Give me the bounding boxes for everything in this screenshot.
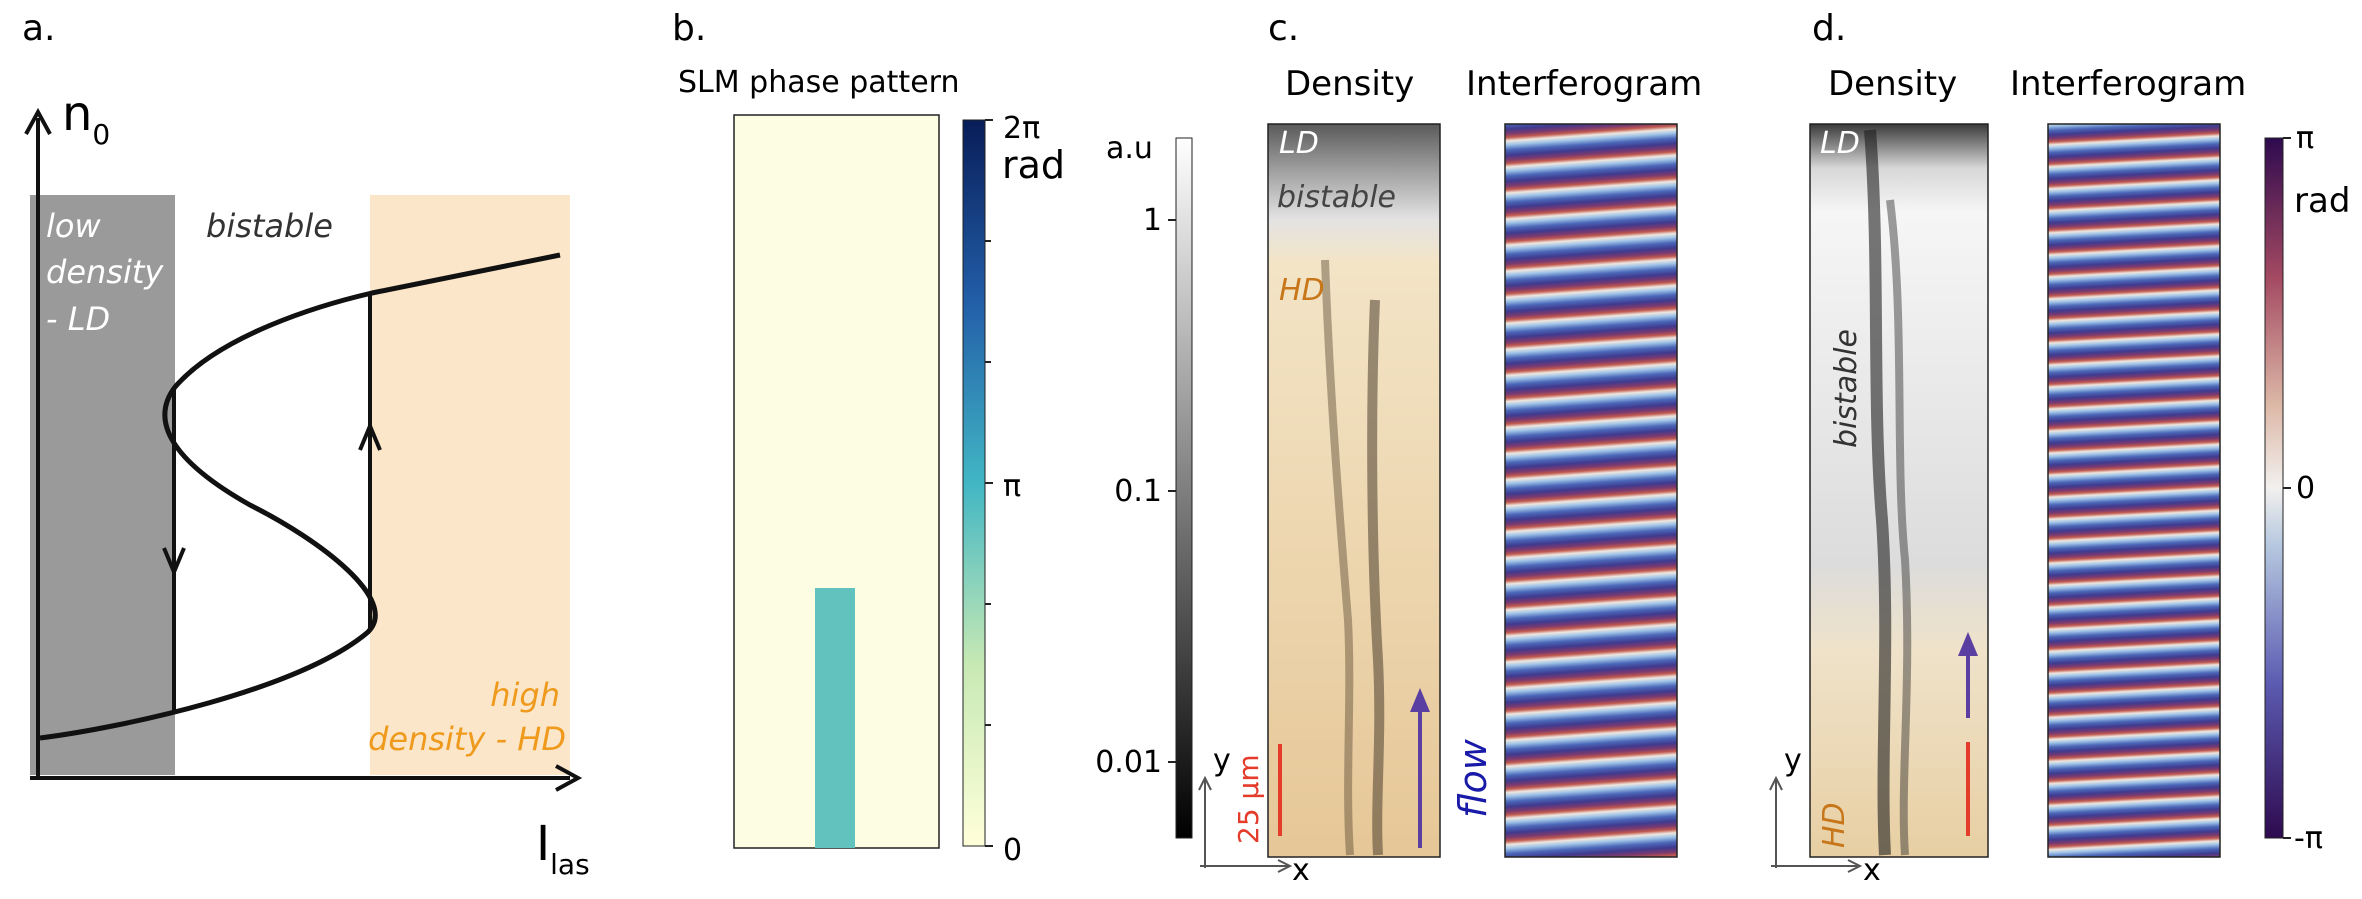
c-interferogram-title: Interferogram (1466, 64, 1702, 104)
low-density-region (30, 195, 175, 775)
slm-colorbar-top: 2π (1003, 111, 1040, 146)
panel-b-label: b. (672, 8, 706, 49)
panel-d: d. Density Interferogram LD bistable HD … (1769, 8, 2350, 888)
d-xy-axes (1769, 775, 1863, 873)
c-density-streak (1321, 259, 1354, 856)
d-colorbar-bottom: -π (2294, 821, 2323, 856)
svg-text:low: low (46, 207, 101, 245)
x-axis-label: Ilas (536, 816, 590, 881)
c-ld-label: LD (1279, 126, 1319, 161)
svg-text:0.1: 0.1 (1114, 474, 1162, 509)
d-colorbar-mid: 0 (2296, 471, 2315, 506)
panel-a: a. n0 Ilas low density - LD bistable hig… (22, 8, 590, 881)
c-flow-label: flow (1451, 738, 1495, 818)
c-density-image (1267, 123, 1441, 858)
c-colorbar-unit: a.u (1106, 131, 1153, 166)
c-scale-label: 25 µm (1232, 754, 1265, 844)
bistable-label: bistable (206, 207, 333, 245)
panel-b: b. SLM phase pattern 2π rad π 0 (672, 8, 1065, 868)
slm-colorbar-unit: rad (1002, 143, 1065, 187)
c-bistable-label: bistable (1277, 180, 1396, 215)
c-colorbar-tick-labels: 1 0.1 0.01 (1095, 203, 1162, 780)
slm-title: SLM phase pattern (678, 65, 959, 100)
svg-text:- LD: - LD (46, 300, 110, 338)
low-density-label: low density - LD (46, 207, 164, 338)
d-ld-label: LD (1820, 126, 1860, 161)
svg-text:1: 1 (1143, 203, 1162, 238)
c-density-title: Density (1285, 64, 1414, 104)
slm-colorbar-mid: π (1003, 469, 1021, 504)
c-axis-y: y (1213, 743, 1231, 778)
down-arrow-icon (162, 547, 186, 578)
d-flow-arrow-icon (1958, 632, 1978, 656)
d-hd-label: HD (1817, 802, 1852, 848)
slm-colorbar-ticks (985, 119, 993, 847)
c-colorbar (1175, 137, 1193, 839)
d-interferogram-title: Interferogram (2010, 64, 2246, 104)
slm-stripe (815, 588, 855, 848)
d-density-title: Density (1828, 64, 1957, 104)
y-axis-arrow-icon (24, 107, 52, 135)
c-xy-axes (1198, 775, 1293, 873)
high-density-region (370, 195, 570, 775)
svg-text:density - HD: density - HD (368, 720, 566, 758)
y-axis-label: n0 (62, 86, 110, 151)
up-arrow-icon (358, 420, 382, 451)
svg-text:high: high (490, 676, 560, 714)
c-interferogram-image (1504, 123, 1678, 858)
d-colorbar (2264, 137, 2284, 839)
d-density-streak (1886, 199, 1912, 856)
c-colorbar-ticks (1168, 219, 1176, 763)
c-flow-arrow-icon (1410, 688, 1430, 712)
panel-d-label: d. (1812, 8, 1846, 49)
panel-c-label: c. (1268, 8, 1299, 49)
svg-text:0.01: 0.01 (1095, 745, 1162, 780)
panel-a-label: a. (22, 8, 56, 49)
high-density-label: high density - HD (368, 676, 566, 758)
d-colorbar-ticks (2283, 137, 2291, 839)
x-axis-arrow-icon (555, 764, 583, 792)
slm-colorbar-bottom: 0 (1003, 833, 1022, 868)
d-colorbar-unit: rad (2294, 181, 2350, 221)
c-hd-label: HD (1279, 273, 1325, 308)
c-axis-x: x (1292, 853, 1310, 888)
d-density-streak (1864, 129, 1892, 856)
d-axis-x: x (1863, 853, 1881, 888)
d-axis-y: y (1784, 743, 1802, 778)
slm-colorbar (962, 119, 986, 847)
d-colorbar-top: π (2296, 121, 2314, 156)
c-density-streak (1367, 299, 1385, 856)
d-density-image (1809, 123, 1989, 858)
svg-text:density: density (46, 253, 164, 291)
panel-c: c. Density Interferogram a.u 1 0.1 0.01 … (1095, 8, 1702, 888)
d-interferogram-image (2047, 123, 2221, 858)
d-bistable-label: bistable (1829, 329, 1864, 448)
bistability-curve (39, 252, 561, 741)
